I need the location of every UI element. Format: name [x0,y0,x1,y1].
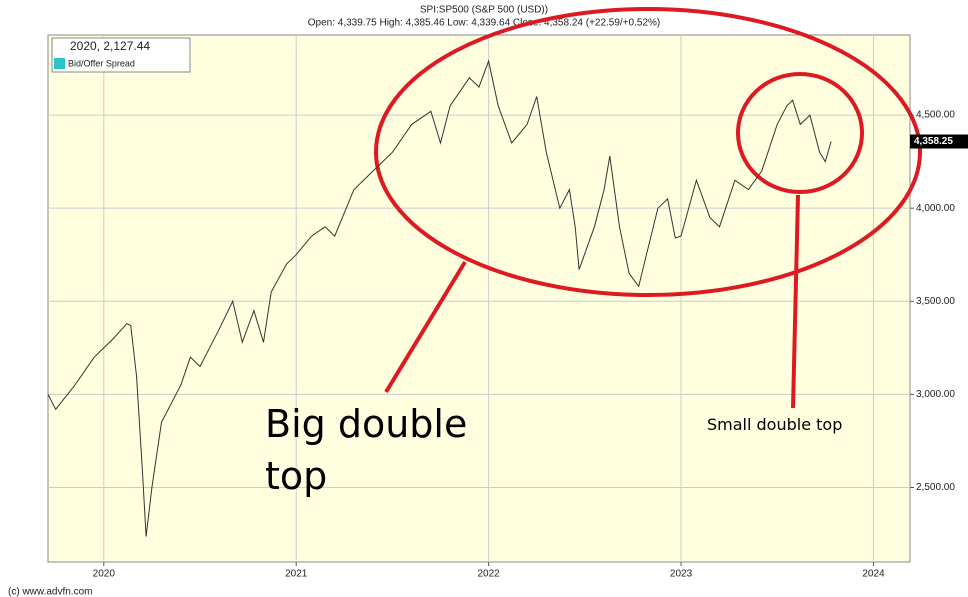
x-tick-label: 2020 [93,569,116,580]
pointer-big [384,260,467,394]
y-tick-label: 4,000.00 [916,203,955,214]
y-tick-label: 3,500.00 [916,296,955,307]
footer: (c) www.advfn.com [8,587,92,597]
plot-area [47,34,911,563]
annotation-shapes [374,7,922,409]
chart-title: SPI:SP500 (S&P 500 (USD)) [420,5,548,16]
pointer-small [791,194,800,409]
last-value-box [910,134,968,149]
y-tick-label: 3,000.00 [916,389,955,400]
x-tick-label: 2022 [477,569,500,580]
annotation-big: Big double top [265,402,468,498]
small-ellipse [736,72,864,194]
chart-subtitle: Open: 4,339.75 High: 4,385.46 Low: 4,339… [308,18,660,29]
legend-entry: Bid/Offer Spread [68,58,135,68]
grid [48,35,910,562]
big-ellipse [374,7,922,297]
price-line [47,59,832,537]
x-tick-label: 2024 [862,569,885,580]
y-tick-label: 4,500.00 [916,110,955,121]
last-value-label: 4,358.25 [914,136,953,147]
x-tick-label: 2021 [285,569,308,580]
legend-title: 2020, 2,127.44 [70,39,150,53]
x-tick-label: 2023 [670,569,693,580]
legend [51,37,191,73]
legend-swatch [54,58,65,69]
y-tick-label: 2,500.00 [916,482,955,493]
annotation-small: Small double top [707,415,843,434]
